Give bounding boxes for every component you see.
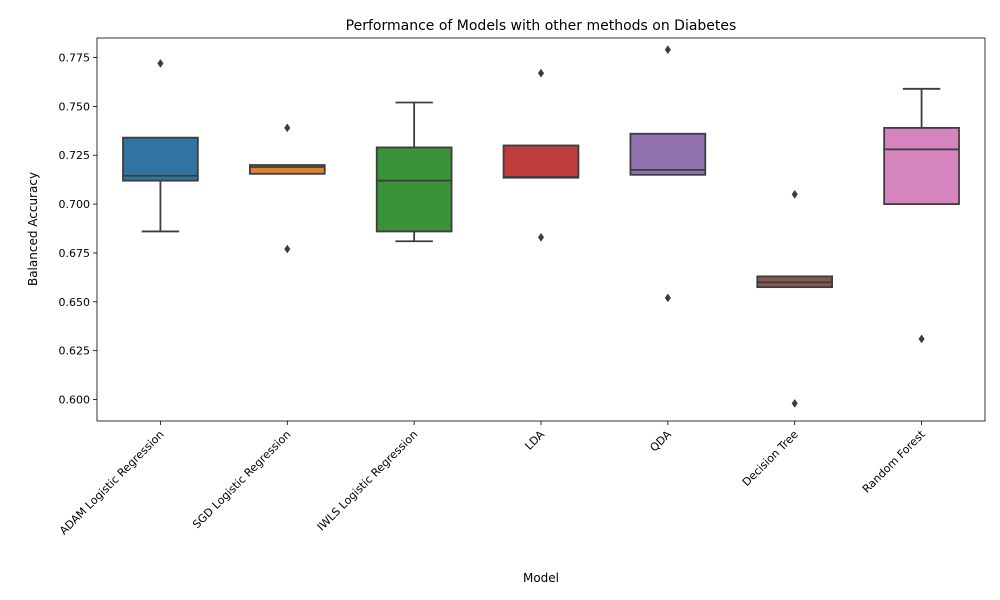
y-tick-label: 0.675 [59, 247, 91, 260]
y-tick-label: 0.625 [59, 345, 91, 358]
box [629, 132, 707, 176]
box-group [122, 58, 199, 233]
box [375, 146, 453, 233]
x-axis-label: Model [523, 571, 559, 585]
outlier-point [791, 398, 798, 408]
outlier-point [537, 232, 545, 242]
y-tick-label: 0.650 [59, 296, 91, 309]
y-tick-label: 0.725 [59, 149, 91, 162]
y-tick-label: 0.775 [59, 52, 91, 65]
outlier-point [791, 189, 798, 199]
y-tick-label: 0.700 [59, 198, 91, 211]
outlier-point [664, 45, 671, 55]
box-group [629, 45, 707, 303]
outlier-point [537, 68, 545, 78]
outlier-point [664, 293, 671, 303]
chart-title: Performance of Models with other methods… [346, 18, 737, 34]
y-axis-label: Balanced Accuracy [26, 172, 40, 286]
y-axis: 0.600 0.625 0.650 0.675 0.700 0.725 0.750 0.775 [59, 52, 97, 407]
y-tick-label: 0.750 [59, 100, 91, 113]
box [883, 126, 960, 205]
box-group [248, 123, 326, 254]
outlier-point [284, 123, 291, 133]
box [502, 144, 580, 179]
y-tick-label: 0.600 [59, 394, 91, 407]
box [122, 136, 199, 182]
plot-area [122, 45, 960, 408]
outlier-point [918, 334, 925, 344]
box-group [375, 101, 453, 243]
outlier-point [157, 58, 164, 68]
box-group [756, 189, 834, 408]
box [248, 164, 326, 175]
outlier-point [284, 244, 291, 254]
box-group [883, 87, 960, 344]
box-group [502, 68, 580, 242]
